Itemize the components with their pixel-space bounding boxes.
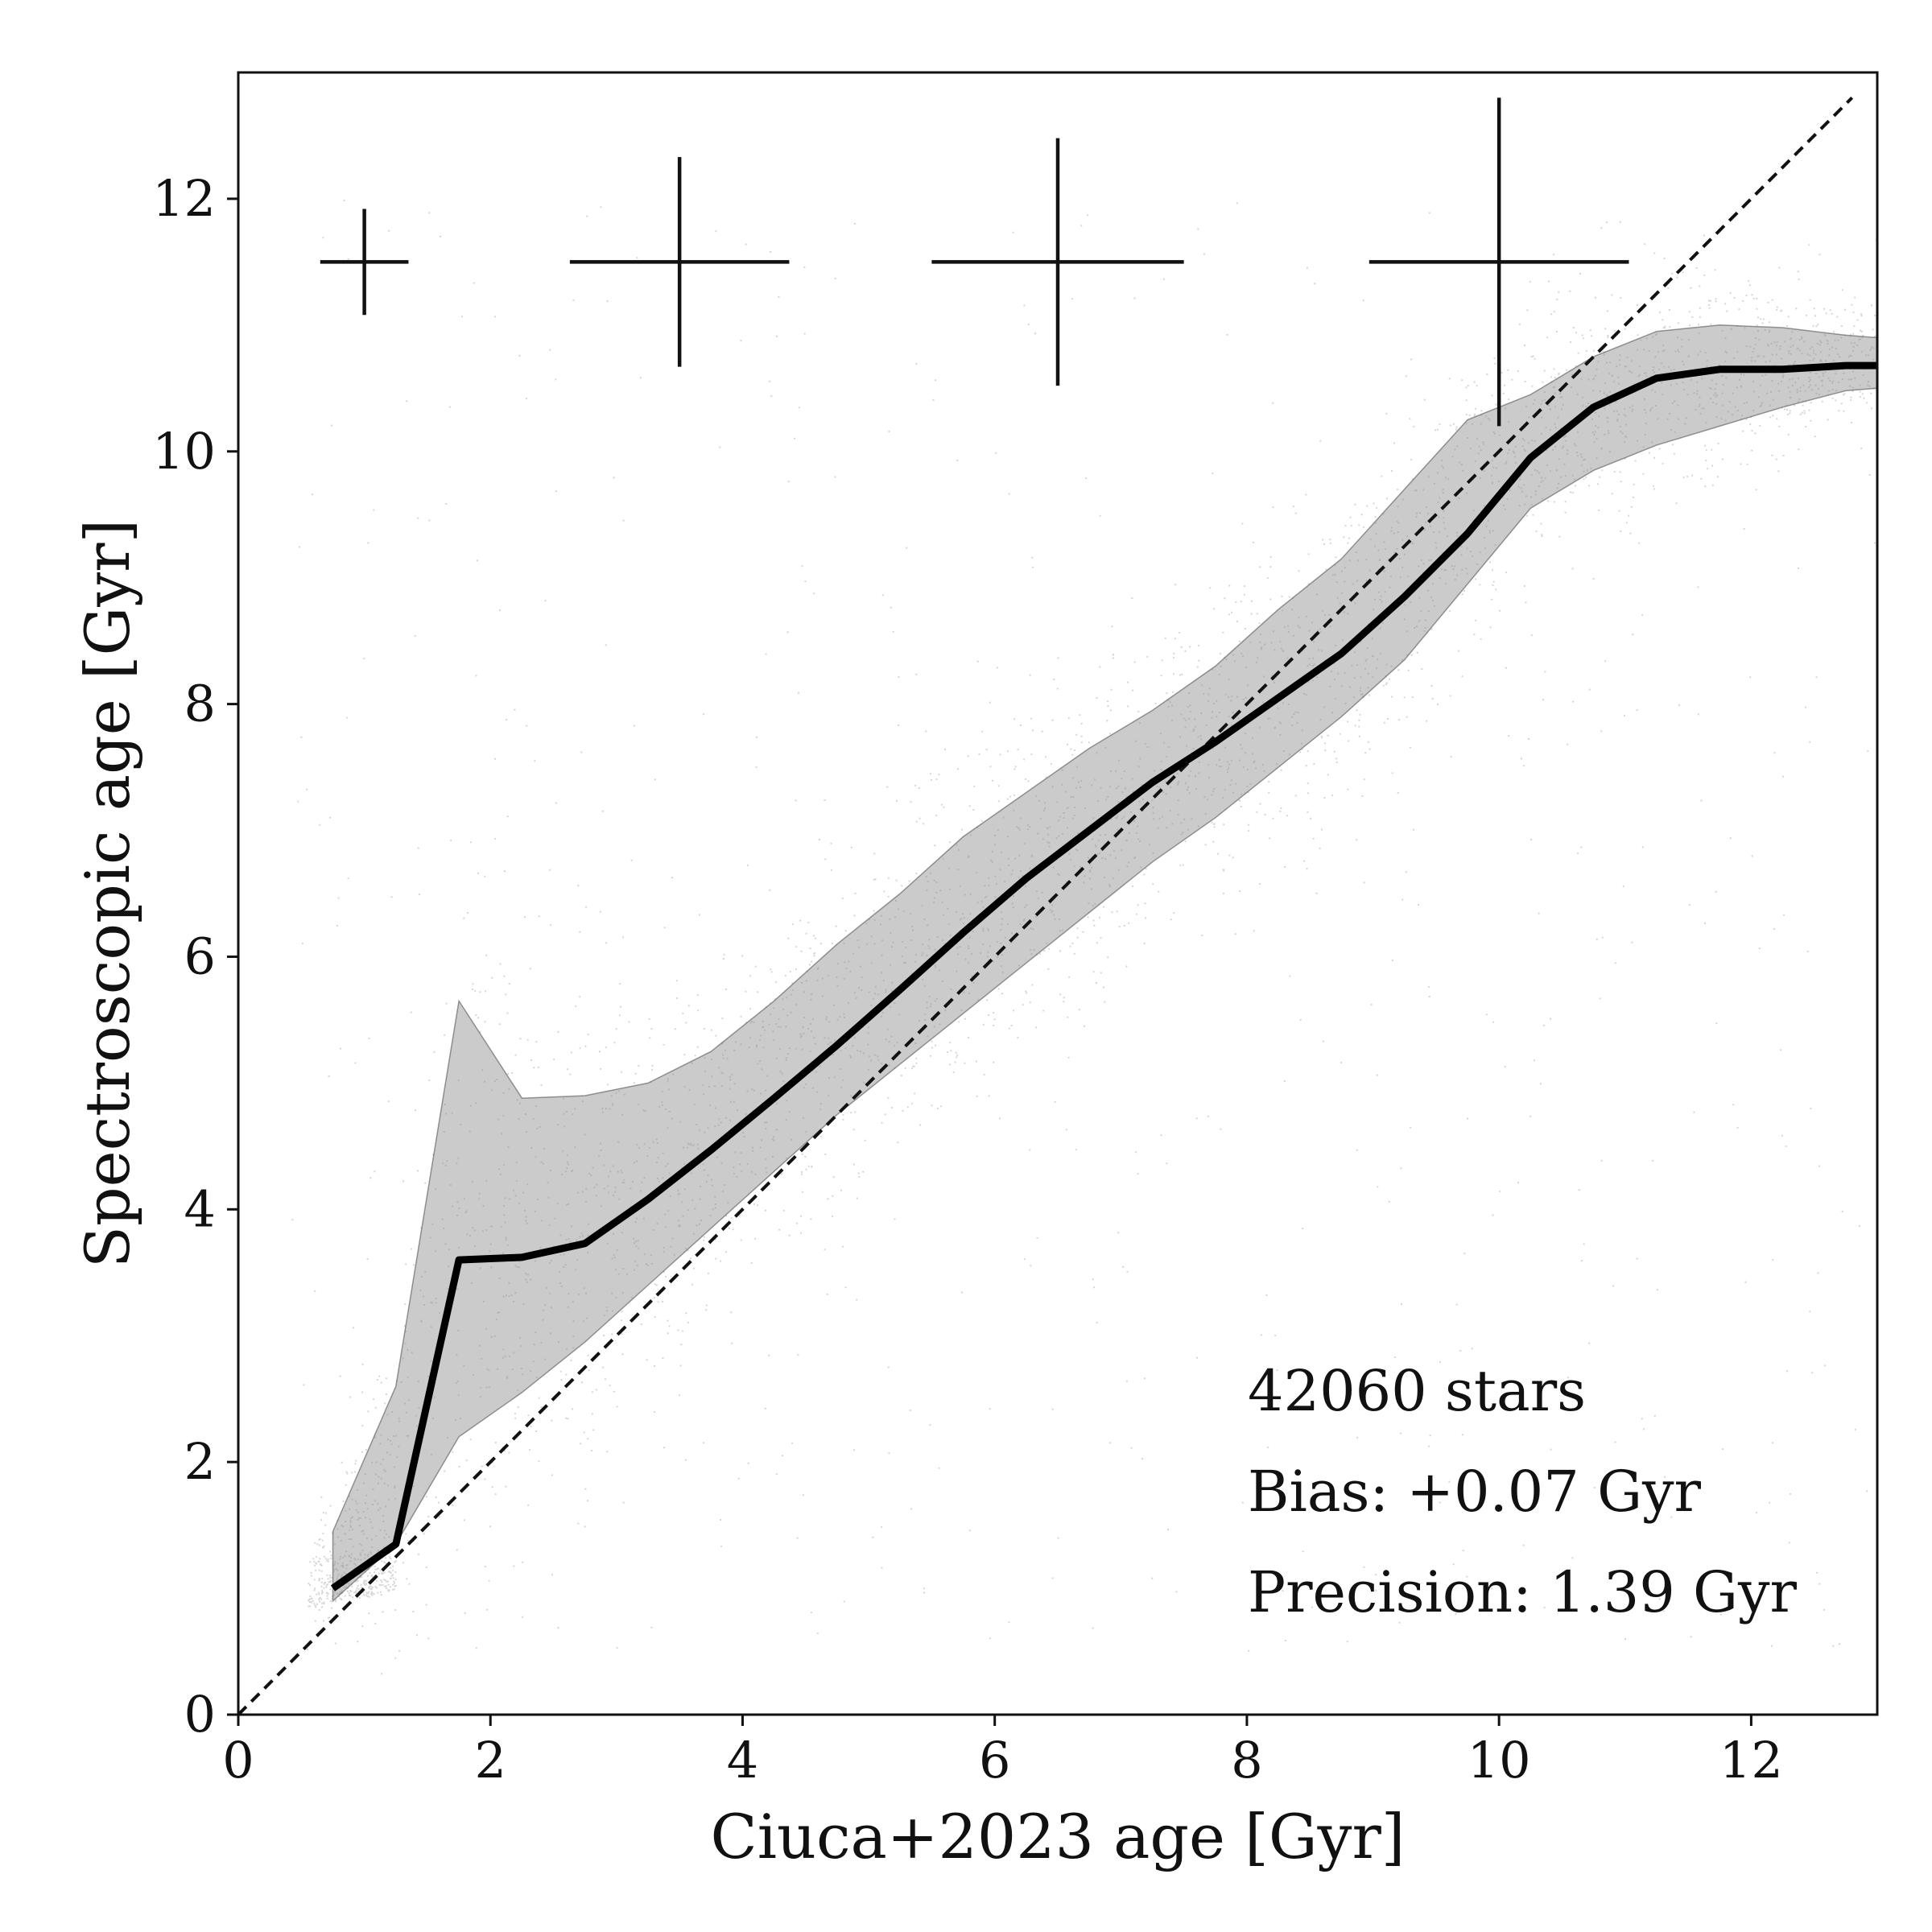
y-axis-label: Spectroscopic age [Gyr] (72, 519, 143, 1268)
scatter-band (332, 324, 1877, 1603)
x-tick-label: 10 (1468, 1731, 1531, 1790)
scatter-band-area (332, 324, 1877, 1603)
annotation-star-count: 42060 stars (1248, 1358, 1586, 1424)
annotation-precision: Precision: 1.39 Gyr (1248, 1559, 1798, 1625)
x-tick-label: 8 (1231, 1731, 1262, 1790)
x-axis-label: Ciuca+2023 age [Gyr] (711, 1801, 1406, 1872)
error-cross-3 (931, 138, 1184, 386)
y-tick-label: 6 (184, 927, 216, 985)
y-tick-label: 4 (184, 1179, 216, 1238)
x-tick-label: 0 (222, 1731, 254, 1790)
x-tick-label: 2 (475, 1731, 506, 1790)
y-tick-label: 10 (152, 422, 216, 481)
error-cross-2 (569, 157, 790, 367)
running-median-line (330, 361, 1877, 1591)
y-axis-ticks: 0 2 4 6 8 10 12 (152, 169, 238, 1744)
y-tick-label: 2 (184, 1432, 216, 1491)
y-tick-label: 8 (184, 675, 216, 733)
y-tick-label: 0 (184, 1685, 216, 1744)
x-tick-label: 12 (1719, 1731, 1783, 1790)
one-to-one-line (238, 96, 1854, 1715)
x-tick-label: 4 (727, 1731, 758, 1790)
error-cross-4 (1368, 97, 1629, 427)
plot-frame (237, 71, 1879, 1716)
one-to-one-dashed-line (238, 96, 1854, 1715)
y-tick-label: 12 (152, 169, 216, 228)
error-cross-1 (320, 208, 409, 316)
annotation-bias: Bias: +0.07 Gyr (1248, 1459, 1702, 1525)
x-tick-label: 6 (979, 1731, 1010, 1790)
running-median (330, 361, 1877, 1591)
error-crosses (320, 97, 1629, 427)
x-axis-ticks: 0 2 4 6 8 10 12 (222, 1715, 1783, 1790)
